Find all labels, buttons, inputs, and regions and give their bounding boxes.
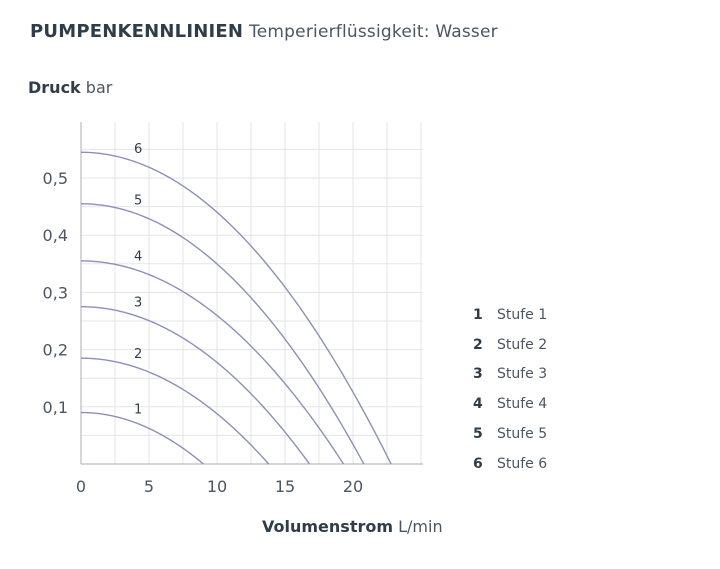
legend-item-number: 4: [473, 396, 483, 413]
legend-item: 5 Stufe 5: [473, 419, 547, 449]
y-axis-label-name: Druck: [28, 78, 81, 97]
y-tick-label: 0,4: [43, 226, 68, 245]
y-tick-label: 0,5: [43, 169, 68, 188]
y-tick-label: 0,1: [43, 398, 68, 417]
legend-item-label: Stufe 5: [497, 426, 548, 443]
legend-item-label: Stufe 4: [497, 396, 548, 413]
x-tick-label: 15: [275, 477, 295, 496]
curve-label-4: 4: [134, 250, 142, 265]
curve-stufe-2: [80, 357, 270, 465]
legend: 1 Stufe 1 2 Stufe 2 3 Stufe 3 4 Stufe 4 5 Stufe 5…: [473, 300, 547, 479]
curve-stufe-6: [80, 151, 392, 465]
legend-item: 6 Stufe 6: [473, 449, 547, 479]
legend-item-number: 3: [473, 366, 483, 383]
legend-item: 4 Stufe 4: [473, 389, 547, 419]
chart-title: PUMPENKENNLINIEN Temperierflüssigkeit: W…: [30, 21, 498, 42]
legend-item-number: 6: [473, 455, 483, 472]
chart-title-main: PUMPENKENNLINIEN: [30, 21, 244, 42]
curve-stufe-3: [80, 306, 311, 465]
x-tick-label: 20: [343, 477, 363, 496]
y-tick-label: 0,2: [43, 341, 68, 360]
legend-item: 1 Stufe 1: [473, 300, 547, 330]
legend-item-label: Stufe 1: [497, 306, 548, 323]
legend-item: 3 Stufe 3: [473, 360, 547, 390]
curve-label-6: 6: [134, 142, 142, 157]
legend-item-label: Stufe 2: [497, 336, 548, 353]
legend-item-label: Stufe 6: [497, 455, 548, 472]
y-axis-label: Druck bar: [28, 78, 112, 97]
x-tick-label: 5: [144, 477, 154, 496]
y-axis-label-unit: bar: [85, 78, 113, 97]
x-axis-label-name: Volumenstrom: [262, 517, 394, 536]
curve-label-2: 2: [134, 347, 142, 362]
legend-item-label: Stufe 3: [497, 366, 548, 383]
curve-stufe-5: [80, 203, 365, 465]
y-tick-label: 0,3: [43, 283, 68, 302]
curve-stufe-1: [80, 411, 204, 465]
x-tick-label: 10: [207, 477, 227, 496]
curve-label-5: 5: [134, 193, 142, 208]
chart-title-sub: Temperierflüssigkeit: Wasser: [249, 22, 498, 42]
curve-label-1: 1: [134, 403, 142, 418]
x-axis-label-unit: L/min: [398, 517, 443, 536]
x-tick-label: 0: [76, 477, 86, 496]
legend-item: 2 Stufe 2: [473, 330, 547, 360]
x-axis-label: Volumenstrom L/min: [262, 517, 443, 536]
legend-item-number: 2: [473, 336, 483, 353]
curve-stufe-4: [80, 260, 345, 465]
legend-item-number: 5: [473, 426, 483, 443]
legend-item-number: 1: [473, 306, 483, 323]
curve-label-3: 3: [134, 296, 142, 311]
